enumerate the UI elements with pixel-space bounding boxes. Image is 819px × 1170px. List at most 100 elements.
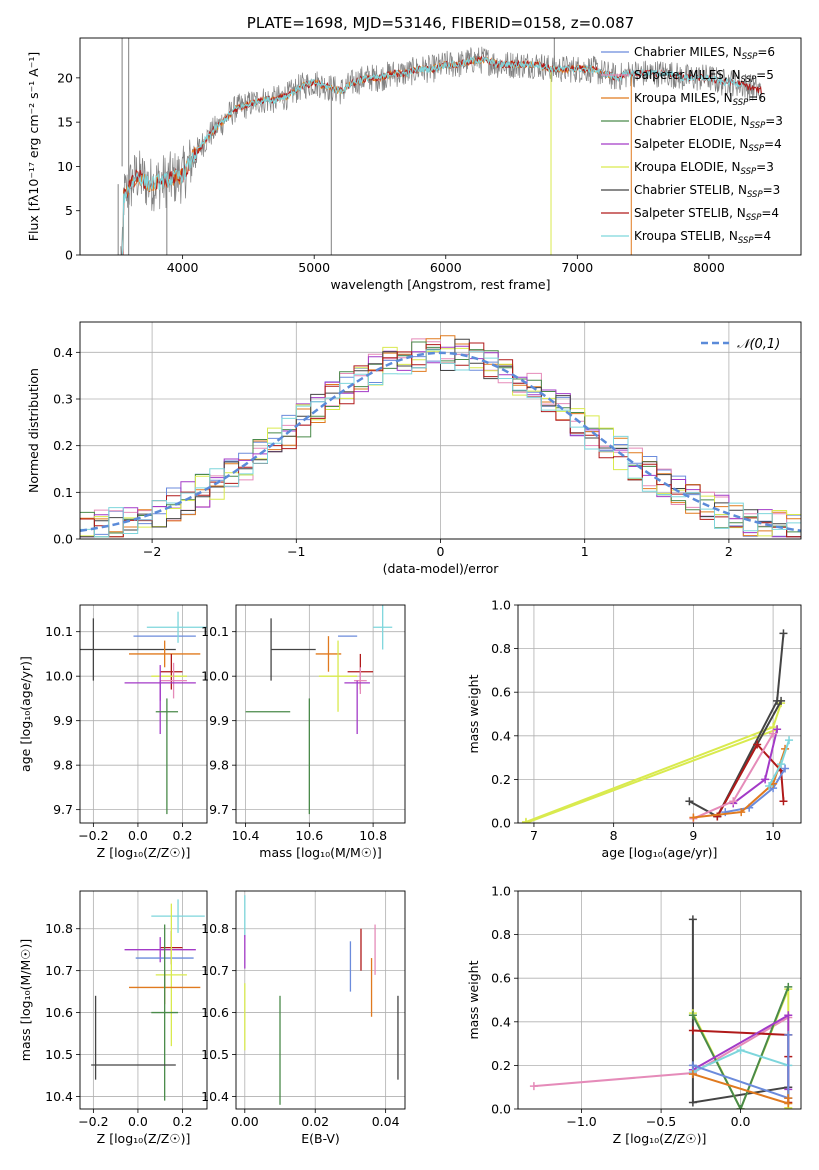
x-tick-label: −2: [143, 544, 161, 559]
y-tick-label: 10.6: [45, 1005, 73, 1020]
weight-marker-chabrier_stelib: [688, 915, 697, 924]
x-axis-label: Z [log₁₀(Z/Z☉)]: [97, 1131, 191, 1146]
legend-subscript: SSP: [733, 98, 749, 108]
y-tick-label: 5: [65, 203, 73, 218]
weight-marker-salpeter_elodie: [773, 725, 782, 734]
legend-subscript: SSP: [748, 144, 764, 154]
y-tick-label: 9.8: [53, 758, 73, 773]
x-axis-label: E(B-V): [301, 1131, 340, 1146]
x-tick-label: 10.4: [232, 828, 260, 843]
legend-subscript: SSP: [746, 213, 762, 223]
x-tick-label: 0.00: [231, 1114, 259, 1129]
legend-label-rest: =6: [757, 45, 775, 59]
legend-label: Chabrier MILES, NSSP=6: [634, 45, 775, 62]
legend-label-rest: =3: [763, 183, 781, 197]
x-tick-label: 7000: [561, 260, 593, 275]
panel-mass_vs_Z: [76, 891, 207, 1113]
y-tick-label: 10.5: [45, 1047, 73, 1062]
x-tick-label: 0.2: [173, 1114, 193, 1129]
x-tick-label: 10: [765, 828, 781, 843]
y-tick-label: 10.6: [201, 1005, 229, 1020]
x-tick-label: 0.0: [128, 1114, 148, 1129]
y-tick-label: 10.5: [201, 1047, 229, 1062]
y-tick-label: 10: [57, 159, 73, 174]
y-tick-label: 10.7: [45, 963, 73, 978]
x-tick-label: 8000: [693, 260, 725, 275]
weight-marker-chabrier_miles: [688, 1061, 697, 1070]
y-tick-label: 9.7: [209, 802, 229, 817]
legend-label-rest: =3: [765, 114, 783, 128]
y-axis-label: mass weight: [466, 674, 481, 753]
legend-label: Kroupa MILES, NSSP=6: [634, 91, 766, 108]
weight-marker-salpeter_elodie: [784, 1011, 793, 1020]
legend-label-rest: =6: [748, 91, 766, 105]
x-tick-label: −0.2: [78, 828, 108, 843]
x-tick-label: 4000: [167, 260, 199, 275]
y-tick-label: 20: [57, 70, 73, 85]
weight-marker-kroupa_stelib: [777, 760, 786, 769]
legend-label: Salpeter MILES, NSSP=5: [634, 68, 774, 85]
weight-marker-salpeter_stelib: [688, 1026, 697, 1035]
x-tick-label: 0: [437, 544, 445, 559]
weight-marker-kroupa_miles: [784, 1094, 793, 1103]
weight-marker-kroupa_miles: [689, 813, 698, 822]
legend-label: Salpeter ELODIE, NSSP=4: [634, 137, 782, 154]
x-tick-label: 2: [725, 544, 733, 559]
y-tick-label: 0: [65, 248, 73, 263]
axes-frame: [517, 604, 802, 824]
y-axis-label: age [log₁₀(age/yr)]: [18, 656, 33, 772]
weight-marker-kroupa_miles: [737, 808, 746, 817]
y-tick-label: 10.4: [45, 1089, 73, 1104]
x-tick-label: −1: [287, 544, 305, 559]
y-axis-label: mass [log₁₀(M/M☉)]: [18, 939, 33, 1061]
y-axis-label: Normed distribution: [26, 368, 41, 493]
y-tick-label: 10.0: [201, 669, 229, 684]
y-tick-label: 0.1: [53, 485, 73, 500]
gaussian-curve: [80, 351, 801, 533]
legend-label-gaussian: 𝒩(0,1): [737, 337, 780, 352]
weight-marker-salpeter_miles: [729, 797, 738, 806]
x-tick-label: −0.2: [78, 1114, 108, 1129]
y-tick-label: 0.4: [491, 728, 511, 743]
weight-marker-kroupa_stelib: [765, 781, 774, 790]
weight-marker-chabrier_stelib: [685, 797, 694, 806]
weight-marker-salpeter_stelib: [779, 797, 788, 806]
x-tick-label: 0.0: [128, 828, 148, 843]
weight-line-salpeter_stelib: [716, 742, 785, 817]
x-tick-label: 5000: [298, 260, 330, 275]
y-tick-label: 0.4: [491, 1014, 511, 1029]
x-tick-label: 0.2: [173, 828, 193, 843]
x-axis-label: age [log₁₀(age/yr)]: [602, 845, 718, 860]
x-tick-label: 9: [689, 828, 697, 843]
weight-marker-chabrier_elodie: [688, 1011, 697, 1020]
axes-frame: [79, 890, 208, 1110]
legend-label: Salpeter STELIB, NSSP=4: [634, 206, 779, 223]
x-tick-label: 0.0: [731, 1114, 751, 1129]
panel-spectrum: [76, 77, 710, 259]
x-tick-label: −0.5: [646, 1114, 676, 1129]
y-tick-label: 0.0: [491, 816, 511, 831]
axes-frame: [235, 604, 406, 824]
weight-marker-chabrier_stelib: [779, 629, 788, 638]
legend-label: Kroupa ELODIE, NSSP=3: [634, 160, 774, 177]
weight-line-kroupa_elodie: [525, 728, 778, 823]
legend-label-rest: =4: [761, 206, 779, 220]
y-tick-label: 10.8: [45, 921, 73, 936]
y-tick-label: 0.6: [491, 685, 511, 700]
y-tick-label: 1.0: [491, 884, 511, 899]
weight-marker-chabrier_stelib: [688, 1098, 697, 1107]
legend-subscript: SSP: [741, 75, 757, 85]
x-tick-label: 6000: [430, 260, 462, 275]
weight-marker-kroupa_elodie: [521, 819, 530, 823]
weight-marker-salpeter_stelib: [713, 812, 722, 821]
y-axis-label: Flux [fλ10⁻¹⁷ erg cm⁻² s⁻¹ A⁻¹]: [26, 52, 41, 241]
x-axis-label: mass [log₁₀(M/M☉)]: [259, 845, 381, 860]
weight-line-kroupa_elodie: [525, 702, 783, 823]
x-axis-label: Z [log₁₀(Z/Z☉)]: [97, 845, 191, 860]
x-tick-label: 10.8: [359, 828, 387, 843]
y-axis-label: mass weight: [466, 960, 481, 1039]
weight-marker-chabrier_miles: [784, 1030, 793, 1039]
histogram-kroupa_miles: [80, 335, 801, 537]
weight-marker-kroupa_miles: [688, 1070, 697, 1079]
histogram-kroupa_stelib: [80, 349, 801, 538]
